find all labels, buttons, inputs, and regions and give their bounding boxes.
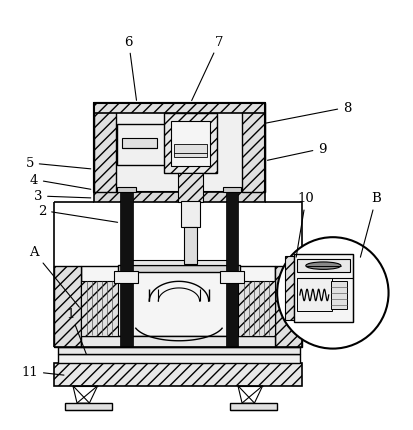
Bar xyxy=(93,104,264,192)
Text: 8: 8 xyxy=(265,101,351,124)
Ellipse shape xyxy=(305,262,340,270)
Text: 6: 6 xyxy=(124,36,136,101)
Bar xyxy=(170,122,210,167)
Bar xyxy=(126,260,231,265)
Bar xyxy=(330,281,347,310)
Bar xyxy=(274,267,301,347)
Bar xyxy=(81,281,118,336)
Bar xyxy=(64,403,112,411)
Bar xyxy=(93,192,264,203)
Text: 11: 11 xyxy=(21,365,64,378)
Bar xyxy=(285,256,293,320)
Bar xyxy=(225,192,237,347)
Bar xyxy=(237,281,274,336)
Bar xyxy=(54,203,81,347)
Bar xyxy=(122,139,157,149)
Bar xyxy=(220,271,244,283)
Bar xyxy=(81,267,274,336)
Bar xyxy=(184,227,196,264)
Text: A: A xyxy=(29,246,79,307)
Text: 4: 4 xyxy=(29,174,90,190)
Text: 10: 10 xyxy=(295,192,313,258)
Polygon shape xyxy=(73,386,97,403)
Text: 9: 9 xyxy=(267,143,326,161)
Bar xyxy=(120,192,133,347)
Bar xyxy=(293,254,353,322)
Bar xyxy=(118,265,240,273)
Bar xyxy=(93,104,116,192)
Bar xyxy=(274,203,311,347)
Text: B: B xyxy=(359,192,380,258)
Text: 2: 2 xyxy=(38,204,117,223)
Bar xyxy=(117,124,164,166)
Bar xyxy=(296,279,331,312)
Bar xyxy=(54,363,301,386)
Bar xyxy=(178,174,202,203)
Text: 1: 1 xyxy=(66,307,86,354)
Circle shape xyxy=(276,238,388,349)
Bar xyxy=(93,104,264,114)
Bar xyxy=(296,259,349,273)
Bar xyxy=(173,145,206,157)
Bar xyxy=(163,114,217,174)
Text: 7: 7 xyxy=(191,36,223,101)
Bar xyxy=(114,271,138,283)
Bar xyxy=(58,347,299,354)
Bar xyxy=(117,187,135,192)
Polygon shape xyxy=(237,386,262,403)
Bar xyxy=(54,267,81,347)
Bar xyxy=(180,202,199,227)
Bar xyxy=(81,336,274,347)
Text: 5: 5 xyxy=(25,157,90,170)
Bar xyxy=(58,354,299,363)
Bar xyxy=(229,403,276,411)
Bar xyxy=(222,187,240,192)
Bar xyxy=(242,104,264,192)
Text: 3: 3 xyxy=(33,190,90,203)
